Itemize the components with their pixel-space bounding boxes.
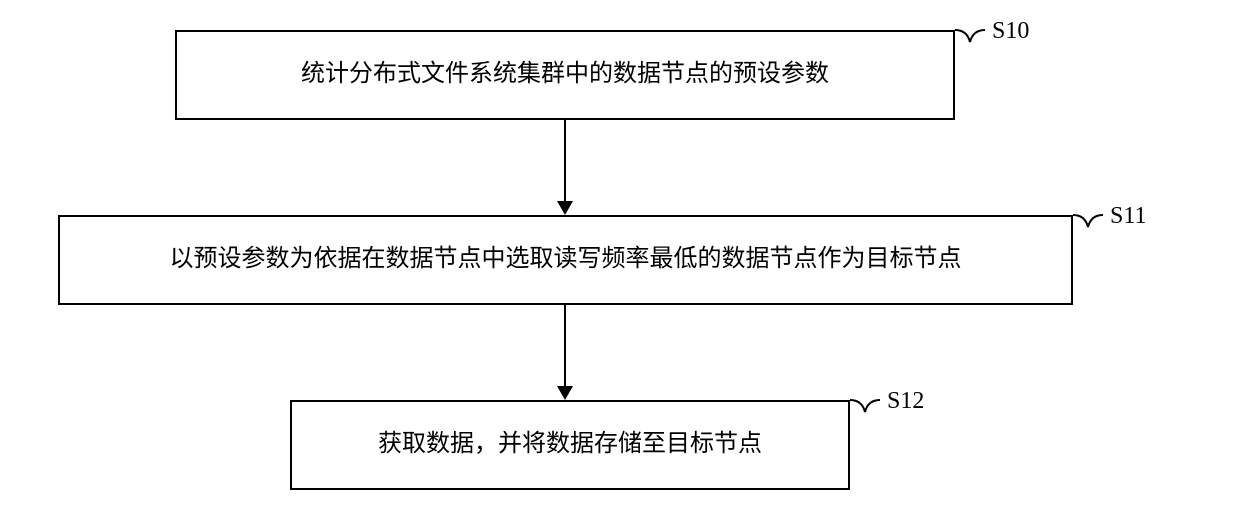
node-text: 以预设参数为依据在数据节点中选取读写频率最低的数据节点作为目标节点 <box>170 243 962 277</box>
label-connector-s11 <box>1073 207 1103 237</box>
node-text: 获取数据，并将数据存储至目标节点 <box>378 428 762 462</box>
node-text: 统计分布式文件系统集群中的数据节点的预设参数 <box>301 58 829 92</box>
flowchart-node-s11: 以预设参数为依据在数据节点中选取读写频率最低的数据节点作为目标节点 <box>58 215 1073 305</box>
flowchart-node-s12: 获取数据，并将数据存储至目标节点 <box>290 400 850 490</box>
arrow-line <box>564 305 566 386</box>
node-label-s10: S10 <box>992 18 1029 45</box>
flowchart-node-s10: 统计分布式文件系统集群中的数据节点的预设参数 <box>175 30 955 120</box>
arrow-head <box>557 201 573 215</box>
label-connector-s12 <box>850 392 880 422</box>
arrow-head <box>557 386 573 400</box>
node-label-s12: S12 <box>887 388 924 415</box>
flowchart-container: 统计分布式文件系统集群中的数据节点的预设参数 S10 以预设参数为依据在数据节点… <box>0 0 1239 528</box>
node-label-s11: S11 <box>1110 203 1146 230</box>
label-connector-s10 <box>955 22 985 52</box>
arrow-line <box>564 120 566 201</box>
